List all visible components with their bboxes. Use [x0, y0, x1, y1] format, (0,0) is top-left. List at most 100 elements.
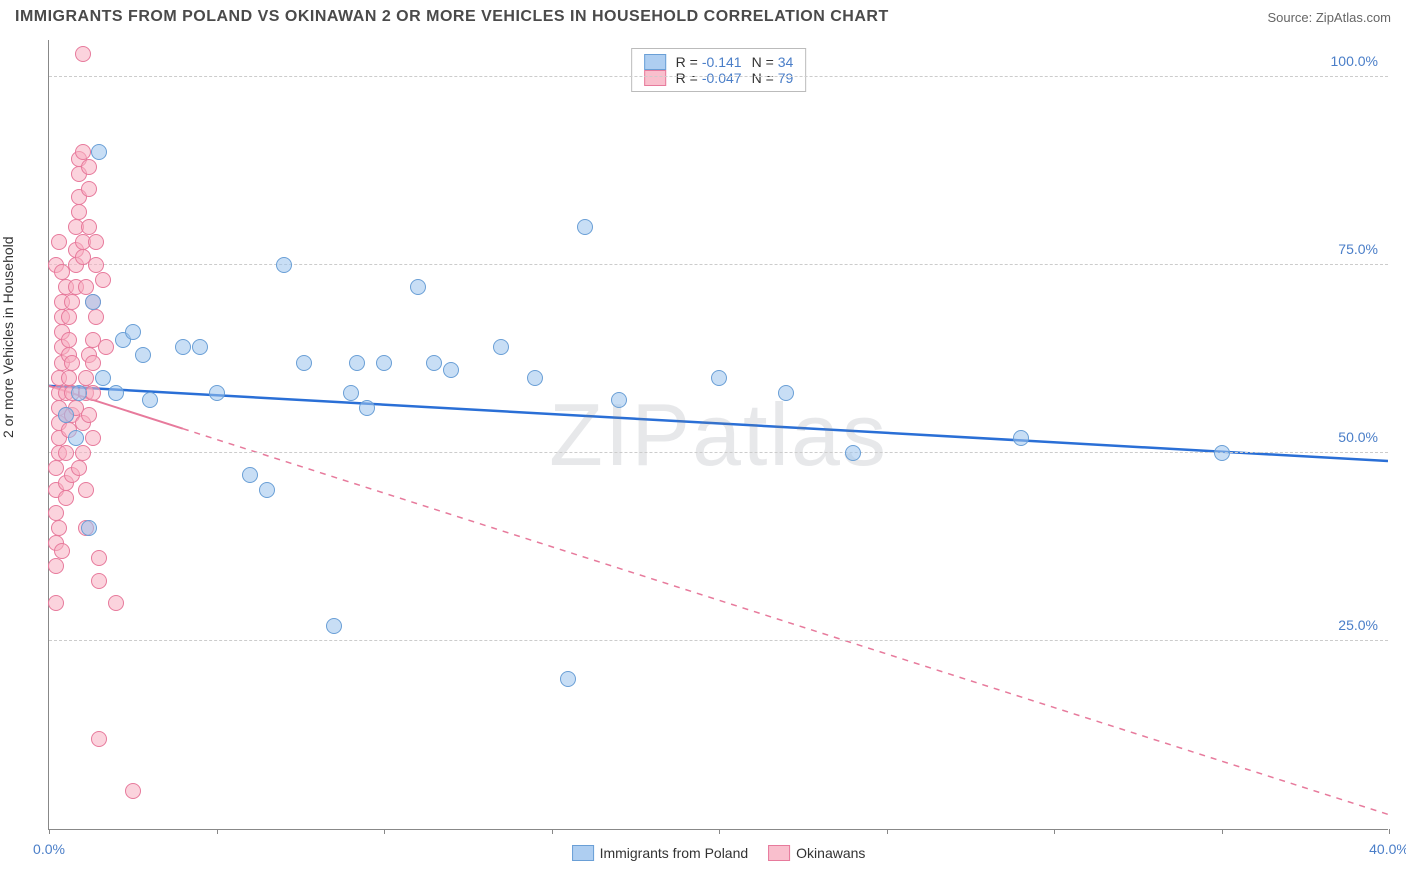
data-point — [91, 144, 107, 160]
data-point — [711, 370, 727, 386]
data-point — [81, 159, 97, 175]
data-point — [343, 385, 359, 401]
data-point — [71, 460, 87, 476]
x-tick-label: 40.0% — [1369, 841, 1406, 857]
x-tick-mark — [1389, 829, 1390, 834]
data-point — [611, 392, 627, 408]
source-link[interactable]: Source: ZipAtlas.com — [1267, 10, 1391, 25]
legend-swatch — [572, 845, 594, 861]
data-point — [108, 595, 124, 611]
data-point — [88, 257, 104, 273]
x-tick-mark — [49, 829, 50, 834]
data-point — [75, 46, 91, 62]
y-tick-label: 50.0% — [1338, 429, 1378, 445]
data-point — [71, 385, 87, 401]
legend-n-stat: N =34 — [752, 54, 794, 70]
data-point — [577, 219, 593, 235]
chart-title: IMMIGRANTS FROM POLAND VS OKINAWAN 2 OR … — [15, 8, 889, 26]
data-point — [192, 339, 208, 355]
data-point — [778, 385, 794, 401]
data-point — [61, 309, 77, 325]
data-point — [125, 324, 141, 340]
data-point — [1214, 445, 1230, 461]
data-point — [125, 783, 141, 799]
legend-r-stat: R =-0.047 — [676, 70, 742, 86]
data-point — [51, 520, 67, 536]
y-axis-label: 2 or more Vehicles in Household — [0, 236, 16, 438]
legend-row: R =-0.141 N =34 — [644, 54, 794, 70]
data-point — [61, 332, 77, 348]
data-point — [376, 355, 392, 371]
data-point — [78, 370, 94, 386]
x-tick-mark — [217, 829, 218, 834]
data-point — [81, 181, 97, 197]
legend-label: Immigrants from Poland — [600, 845, 749, 861]
data-point — [58, 490, 74, 506]
data-point — [81, 520, 97, 536]
data-point — [68, 430, 84, 446]
legend-item: Immigrants from Poland — [572, 845, 749, 861]
y-tick-label: 100.0% — [1331, 53, 1378, 69]
x-tick-mark — [384, 829, 385, 834]
data-point — [75, 445, 91, 461]
y-tick-label: 75.0% — [1338, 241, 1378, 257]
data-point — [98, 339, 114, 355]
data-point — [560, 671, 576, 687]
data-point — [426, 355, 442, 371]
data-point — [48, 558, 64, 574]
trend-lines — [49, 40, 1388, 829]
data-point — [242, 467, 258, 483]
legend-r-stat: R =-0.141 — [676, 54, 742, 70]
x-tick-label: 0.0% — [33, 841, 65, 857]
data-point — [48, 505, 64, 521]
data-point — [64, 294, 80, 310]
x-tick-mark — [887, 829, 888, 834]
data-point — [493, 339, 509, 355]
data-point — [71, 204, 87, 220]
data-point — [54, 264, 70, 280]
data-point — [359, 400, 375, 416]
gridline — [49, 264, 1388, 265]
data-point — [527, 370, 543, 386]
data-point — [349, 355, 365, 371]
data-point — [142, 392, 158, 408]
data-point — [845, 445, 861, 461]
data-point — [175, 339, 191, 355]
legend-item: Okinawans — [768, 845, 865, 861]
trend-line-solid — [49, 386, 1388, 461]
data-point — [75, 144, 91, 160]
data-point — [85, 294, 101, 310]
trend-line-dashed — [183, 429, 1388, 815]
legend-row: R =-0.047 N =79 — [644, 70, 794, 86]
x-tick-mark — [1054, 829, 1055, 834]
data-point — [443, 362, 459, 378]
scatter-chart: R =-0.141N =34R =-0.047N =79 ZIPatlas Im… — [48, 40, 1388, 830]
data-point — [259, 482, 275, 498]
gridline — [49, 452, 1388, 453]
data-point — [276, 257, 292, 273]
data-point — [88, 309, 104, 325]
data-point — [108, 385, 124, 401]
legend-label: Okinawans — [796, 845, 865, 861]
data-point — [91, 731, 107, 747]
legend-swatch — [768, 845, 790, 861]
watermark: ZIPatlas — [549, 384, 888, 486]
data-point — [91, 550, 107, 566]
data-point — [88, 234, 104, 250]
x-tick-mark — [552, 829, 553, 834]
data-point — [78, 482, 94, 498]
x-tick-mark — [719, 829, 720, 834]
data-point — [410, 279, 426, 295]
data-point — [135, 347, 151, 363]
data-point — [326, 618, 342, 634]
legend-swatch — [644, 54, 666, 70]
data-point — [58, 407, 74, 423]
data-point — [91, 573, 107, 589]
legend-swatch — [644, 70, 666, 86]
data-point — [51, 234, 67, 250]
data-point — [48, 595, 64, 611]
legend-n-stat: N =79 — [752, 70, 794, 86]
data-point — [209, 385, 225, 401]
data-point — [85, 355, 101, 371]
data-point — [48, 460, 64, 476]
